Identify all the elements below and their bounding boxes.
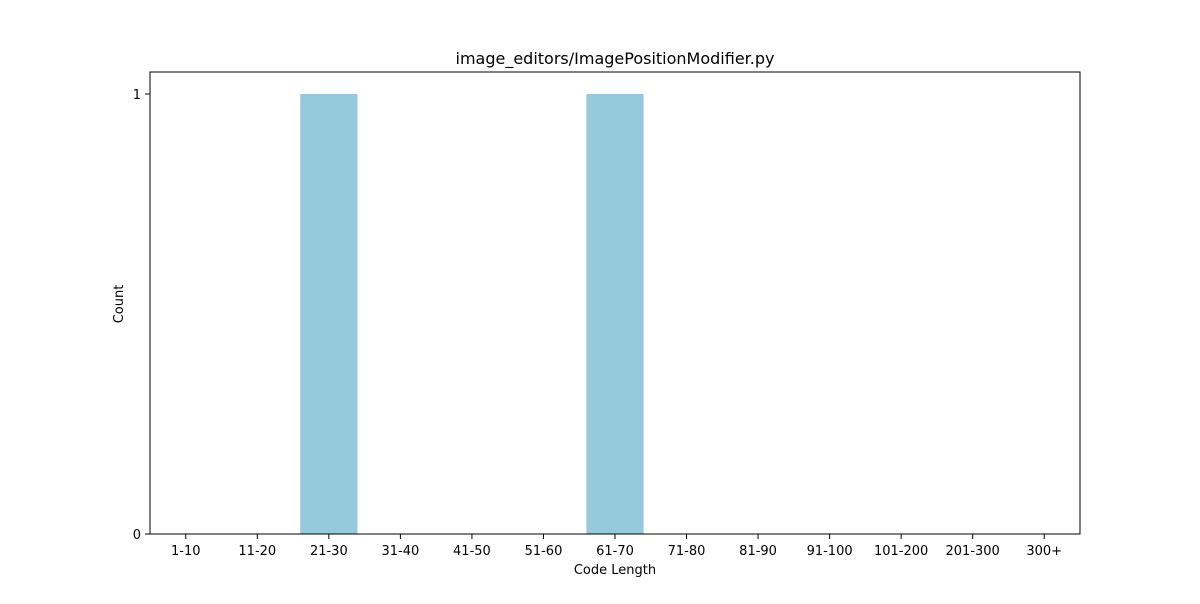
x-tick-label: 21-30 [310, 544, 348, 559]
x-tick-label: 71-80 [668, 544, 706, 559]
x-tick-label: 11-20 [238, 544, 276, 559]
x-tick-label: 61-70 [596, 544, 634, 559]
x-tick-label: 81-90 [739, 544, 777, 559]
x-tick-label: 201-300 [946, 544, 1000, 559]
x-axis-label: Code Length [574, 563, 656, 578]
bar-61-70 [586, 94, 644, 534]
x-tick-label: 51-60 [525, 544, 563, 559]
x-tick-label: 1-10 [171, 544, 201, 559]
x-axis-ticks: 1-10 11-20 21-30 31-40 41-50 51-60 61-70 71-80 8… [171, 534, 1062, 559]
x-tick-label: 300+ [1026, 544, 1062, 559]
bar-21-30 [300, 94, 358, 534]
chart-title: image_editors/ImagePositionModifier.py [456, 49, 775, 69]
y-tick-label: 1 [133, 88, 141, 103]
x-tick-label: 31-40 [381, 544, 419, 559]
x-tick-label: 91-100 [807, 544, 853, 559]
bars-group [300, 94, 644, 534]
y-axis-label: Count [112, 285, 127, 324]
x-tick-label: 41-50 [453, 544, 491, 559]
y-tick-label: 0 [133, 528, 141, 543]
y-axis-ticks: 01 [133, 88, 150, 543]
x-tick-label: 101-200 [874, 544, 928, 559]
